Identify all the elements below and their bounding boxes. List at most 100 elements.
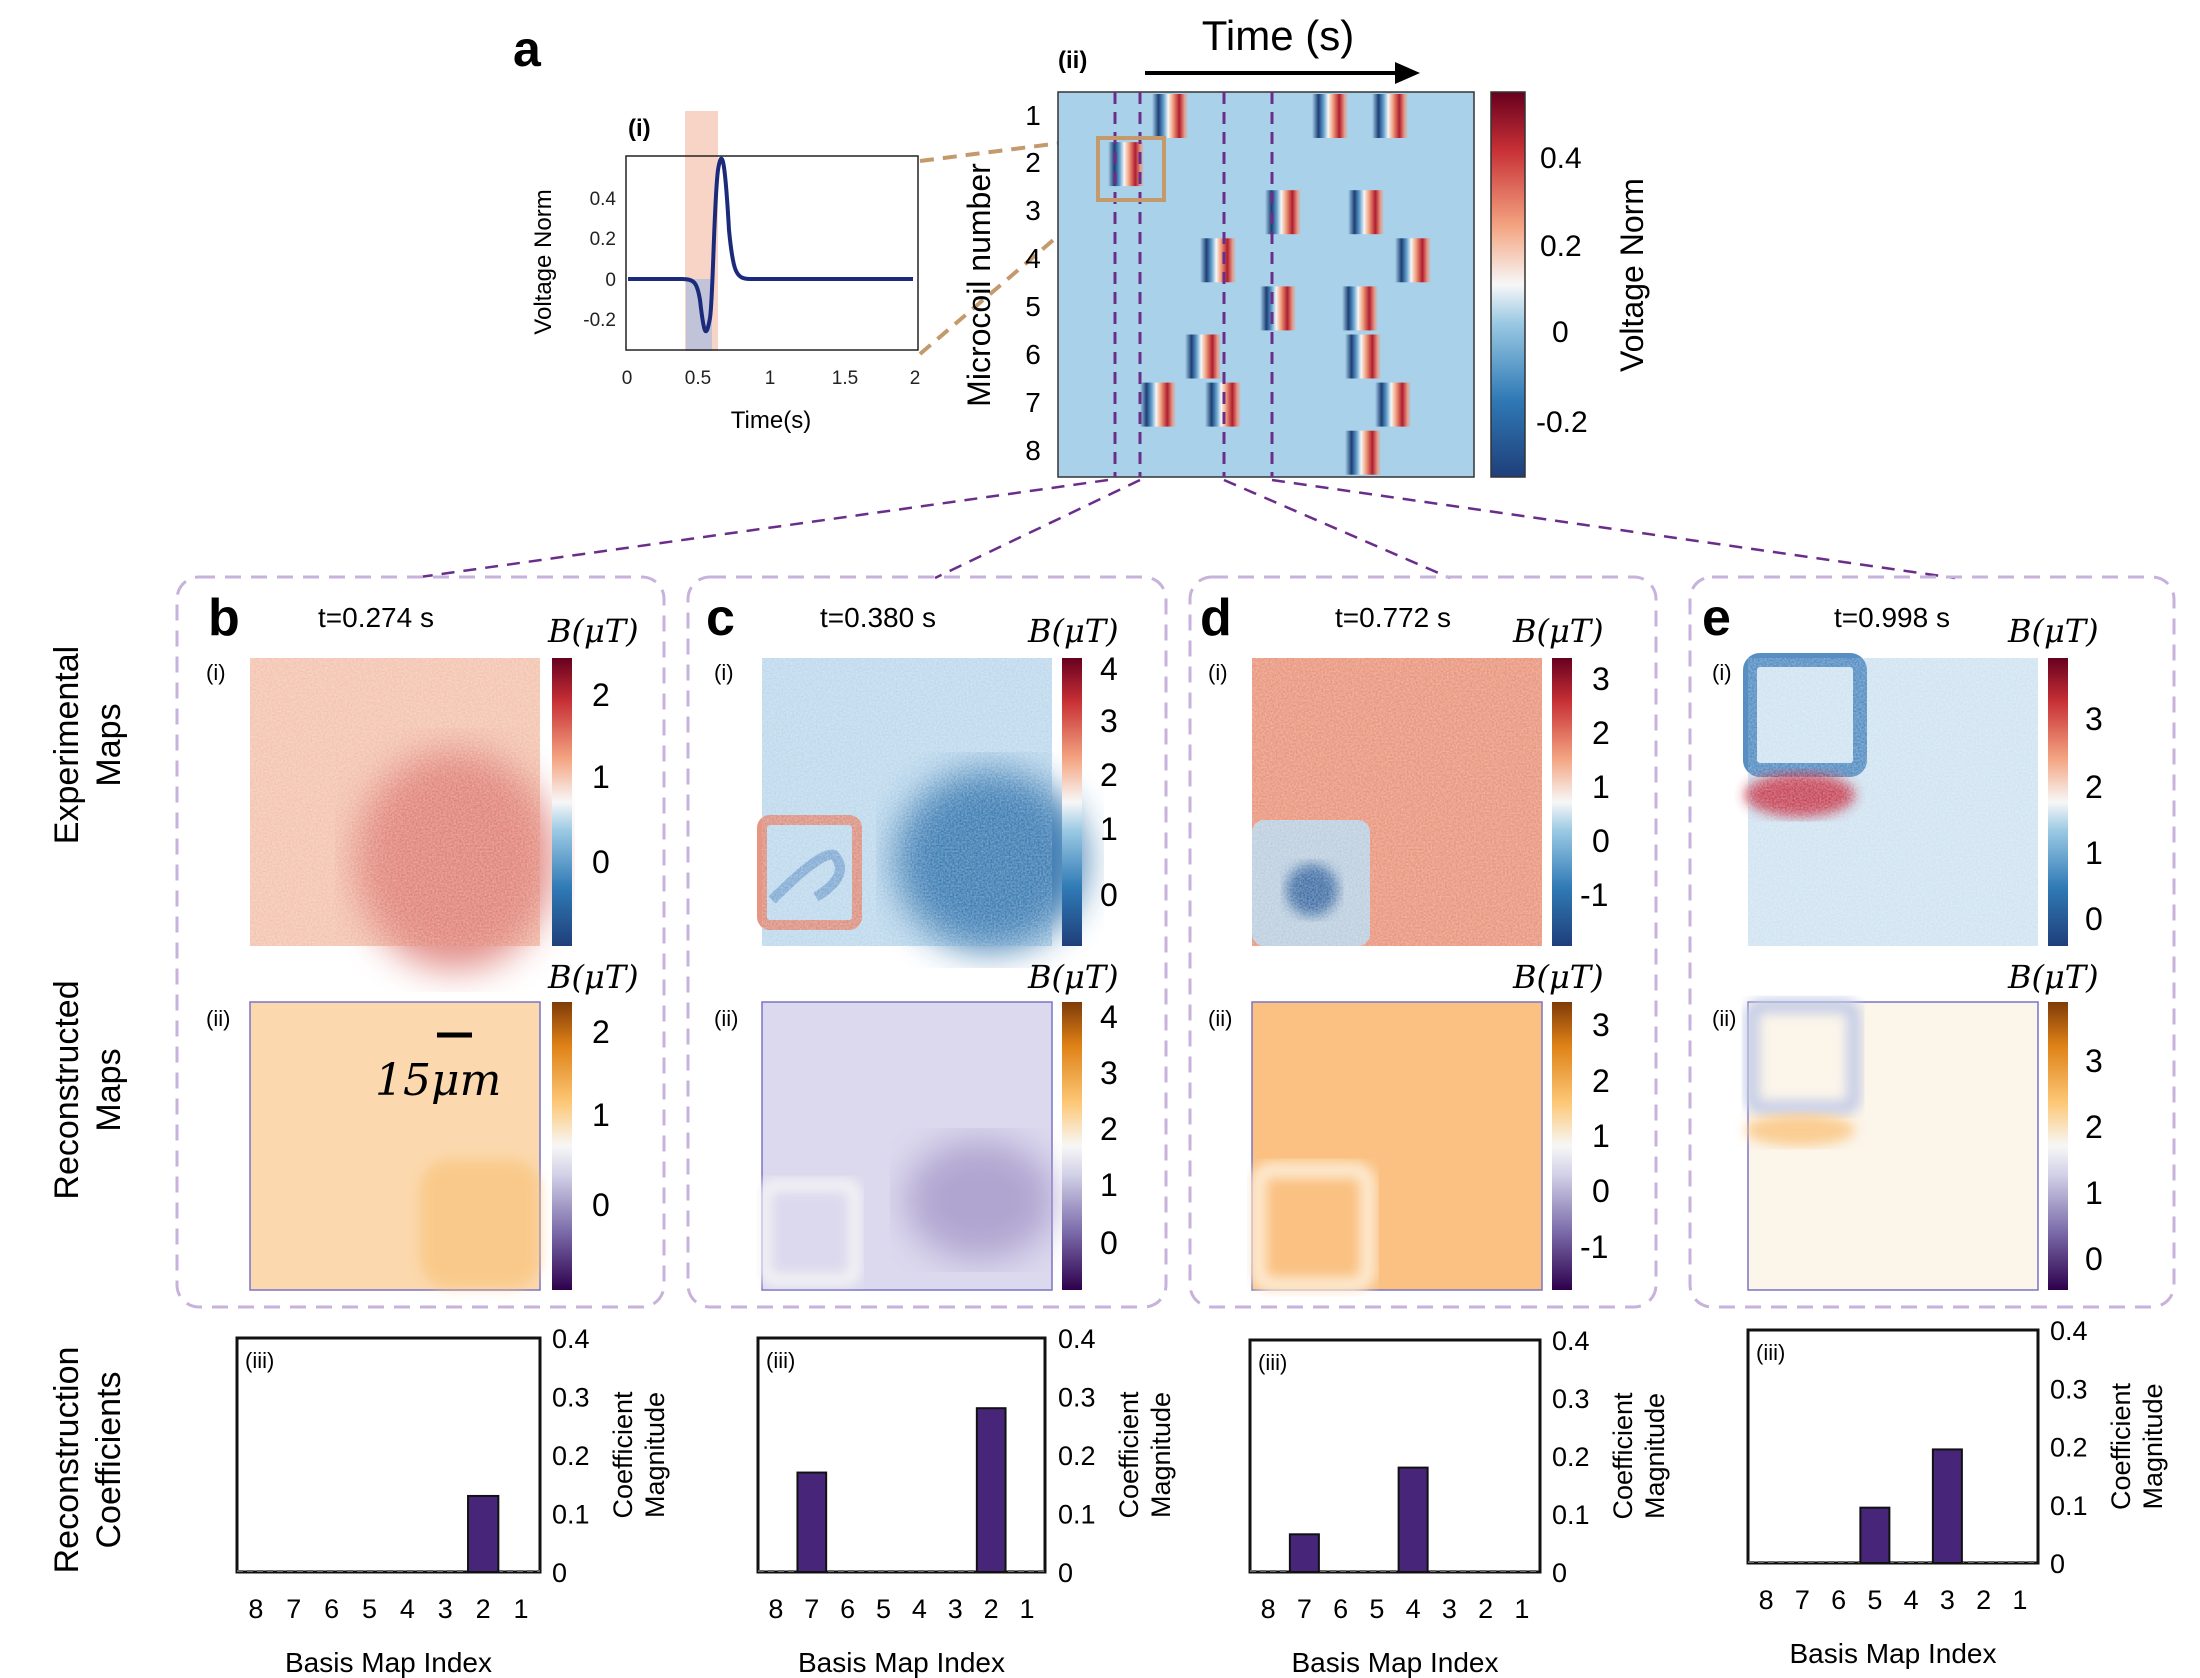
panel-c-rec-tick: 1 [1100,1167,1118,1203]
bar-chart-xtick: 2 [476,1594,491,1624]
pulse-xtick: 0.5 [685,368,711,389]
pulse-xtick: 1.5 [832,368,858,389]
bar-chart-ylabel: Coefficient [2106,1382,2136,1510]
row-label-reconstructed-1: Reconstructed [48,980,86,1199]
pulse-ytick: -0.2 [583,310,616,331]
bar-chart-sub-iii: (iii) [766,1348,795,1373]
rec-map-edge-high [1745,1114,1855,1146]
panel-b-rec-tick: 0 [592,1187,610,1223]
panel-b-exp-tick: 1 [592,759,610,795]
panel-c-exp-tick: 4 [1100,651,1118,687]
panel-c-exp-tick: 2 [1100,757,1118,793]
time-arrow-head [1395,62,1420,84]
panel-c-exp-tick: 3 [1100,703,1118,739]
bar-chart-xtick: 4 [1406,1594,1421,1624]
panel-e-sub-ii: (ii) [1712,1006,1736,1031]
panel-b-rec-map [249,1001,541,1291]
bar-chart-xtick: 5 [362,1594,377,1624]
raster-pulse [1345,430,1381,475]
bar-chart-xtick: 6 [324,1594,339,1624]
bar-chart-ytick: 0.1 [1058,1500,1096,1530]
row-label-experimental-1: Experimental [48,646,86,844]
raster-cb-tick: 0 [1552,316,1569,349]
panel-c-rec-tick: 4 [1100,999,1118,1035]
panel-d-exp-colorbar [1552,658,1572,946]
bar-chart-ytick: 0.4 [1058,1324,1096,1354]
bar-chart-xtick: 3 [438,1594,453,1624]
raster-cb-tick: 0.2 [1540,230,1582,263]
panel-b-frame [175,575,666,1309]
panel-b-rec-colorbar [552,1002,572,1290]
panel-e-exp-tick: 2 [2085,769,2103,805]
bar-chart-ytick: 0.4 [2050,1316,2088,1346]
raster-row-label: 7 [1025,387,1041,418]
panel-c-letter: c [706,589,735,647]
panel-c-exp-tick: 1 [1100,811,1118,847]
bar-chart-b: (iii) 8 7 6 5 4 3 2 1 0.4 0.3 0.2 0.1 0 Basis Map Inde… [235,1324,670,1678]
panel-d-cb-label-rec: B(μT) [1512,958,1604,996]
panel-e-exp-map [1743,653,2038,946]
bar-chart-xtick: 8 [1261,1594,1276,1624]
panel-c-sub-i: (i) [714,660,734,685]
panel-b-exp-tick: 0 [592,844,610,880]
bar-chart-ylabel: Coefficient [1114,1391,1144,1519]
bar-chart-xtick: 4 [400,1594,415,1624]
panel-b-letter: b [208,589,240,647]
row-label-experimental-2: Maps [90,703,128,786]
bar-d-4 [1397,1466,1429,1573]
raster-cb-tick: -0.2 [1536,406,1588,439]
pulse-plot: 0.4 0.2 0 -0.2 0 0.5 1 1.5 2 Time(s) Vol… [530,111,920,434]
panel-a-letter: a [513,21,542,77]
panel-e-exp-tick: 0 [2085,901,2103,937]
panel-b-rec-tick: 2 [592,1014,610,1050]
pulse-ytick: 0.2 [590,229,616,250]
panel-c-exp-colorbar [1062,658,1082,946]
bar-chart-ytick: 0.1 [1552,1500,1590,1530]
raster-pulse [1185,334,1221,379]
panel-a-sub-i: (i) [628,115,651,142]
bar-chart-ytick: 0 [552,1558,567,1588]
panel-c-rec-tick: 2 [1100,1111,1118,1147]
bar-chart-xtick: 7 [286,1594,301,1624]
bar-c-7 [796,1471,828,1574]
panel-e-rec-tick: 2 [2085,1109,2103,1145]
panel-e-exp-tick: 3 [2085,701,2103,737]
bar-chart-ytick: 0.1 [2050,1491,2088,1521]
bar-chart-xtick: 5 [876,1594,891,1624]
panel-a-sub-ii: (ii) [1058,47,1087,74]
raster-pulses [1108,94,1431,475]
raster-row-label: 2 [1025,147,1041,178]
bar-chart-ytick: 0.1 [552,1500,590,1530]
bar-chart-xtick: 1 [514,1594,529,1624]
bar-chart-xtick: 8 [768,1594,783,1624]
raster-colorbar [1490,91,1526,478]
panel-d-rec-tick: 1 [1592,1118,1610,1154]
panel-e-rec-colorbar [2048,1002,2068,1290]
panel-d-rec-tick: 0 [1592,1173,1610,1209]
raster-row-label: 4 [1025,243,1041,274]
exp-map-noise [762,658,1052,946]
panel-d-rec-map [1250,1001,1543,1293]
panel-d-exp-tick: 0 [1592,823,1610,859]
bar-chart-ytick: 0.3 [1058,1383,1096,1413]
panel-e-exp-tick: 1 [2085,835,2103,871]
panel-e-rec-tick: 1 [2085,1175,2103,1211]
raster-ylabel: Microcoil number [961,163,997,407]
panel-c-rec-tick: 3 [1100,1055,1118,1091]
bar-chart-xtick: 2 [1478,1594,1493,1624]
bar-d-7 [1288,1533,1320,1574]
bar-chart-ytick: 0.2 [552,1441,590,1471]
exp-map-noise [250,658,540,946]
bar-chart-ytick: 0 [1552,1558,1567,1588]
panel-c-rec-tick: 0 [1100,1225,1118,1261]
fan-line-e [1271,478,1956,580]
raster-row-label: 5 [1025,291,1041,322]
panel-b-sub-ii: (ii) [206,1006,230,1031]
panel-c-sub-ii: (ii) [714,1006,738,1031]
bar-chart-ytick: 0.4 [1552,1326,1590,1356]
rec-map-bg [1251,1001,1543,1291]
row-label-reconstructed-2: Maps [90,1048,128,1131]
bar-c-2 [975,1407,1007,1573]
